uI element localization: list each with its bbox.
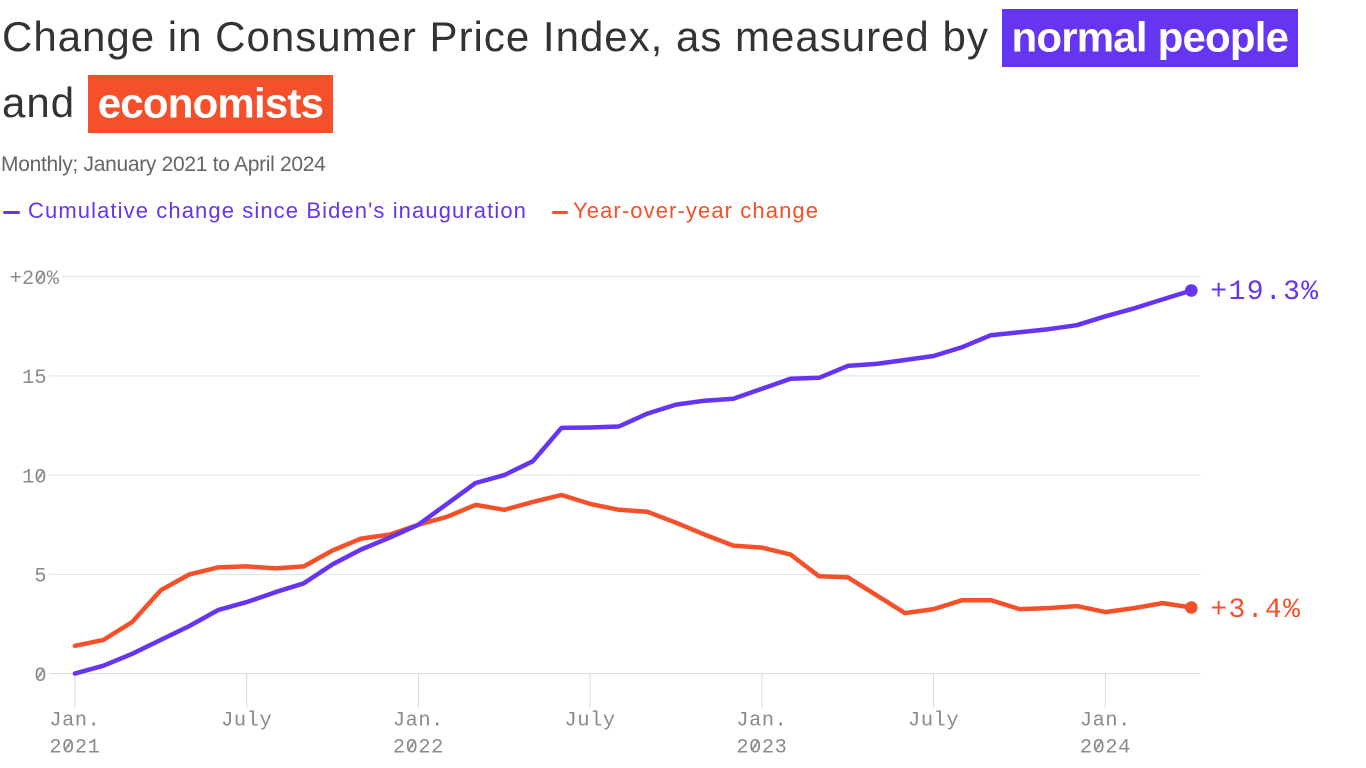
- svg-text:15: 15: [22, 367, 47, 390]
- svg-text:Jan.: Jan.: [736, 710, 787, 733]
- svg-text:Jan.: Jan.: [393, 710, 444, 733]
- svg-text:2022: 2022: [393, 736, 444, 759]
- svg-text:5: 5: [34, 566, 46, 589]
- svg-text:2023: 2023: [736, 736, 787, 759]
- svg-text:0: 0: [34, 665, 46, 688]
- svg-text:Jan.: Jan.: [49, 710, 100, 733]
- svg-text:%: %: [47, 268, 60, 291]
- svg-text:July: July: [565, 710, 616, 733]
- svg-text:July: July: [221, 710, 272, 733]
- svg-text:10: 10: [22, 466, 47, 489]
- svg-text:+20: +20: [10, 268, 47, 291]
- svg-text:Jan.: Jan.: [1080, 710, 1131, 733]
- svg-text:July: July: [908, 710, 959, 733]
- svg-text:2024: 2024: [1080, 736, 1131, 759]
- svg-text:2021: 2021: [49, 736, 100, 759]
- svg-text:+3.4%: +3.4%: [1210, 595, 1301, 626]
- svg-text:+19.3%: +19.3%: [1210, 277, 1319, 308]
